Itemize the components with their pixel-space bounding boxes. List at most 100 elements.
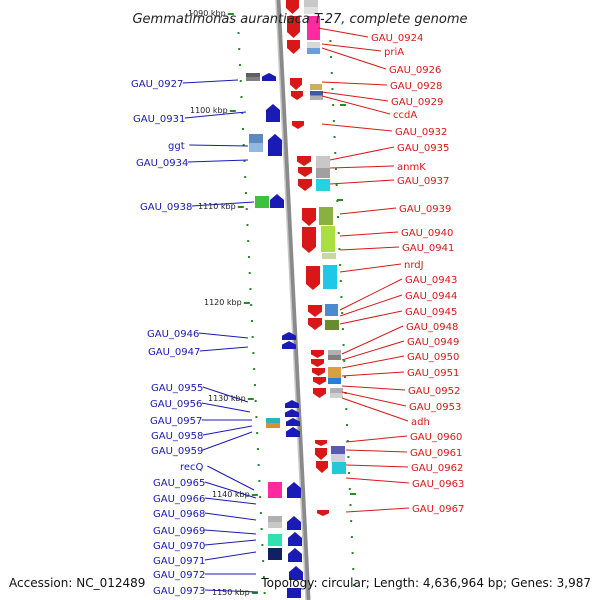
gene-arrow-forward [311, 359, 324, 367]
tick-dot [342, 344, 345, 346]
tick-dot [237, 32, 240, 34]
gene-arrow-forward [290, 78, 302, 90]
annotation-box [249, 143, 263, 152]
scale-tick [229, 110, 236, 112]
annotation-box [322, 256, 336, 259]
gene-arrow-forward [287, 16, 300, 38]
leader-line-left [202, 425, 253, 436]
annotation-box [268, 490, 282, 498]
tick-dot [250, 304, 253, 306]
tick-dot [243, 160, 246, 162]
gene-label-left: GAU_0931 [133, 114, 185, 125]
annotation-box [316, 168, 330, 173]
annotation-box [322, 253, 336, 256]
leader-line-right [341, 340, 405, 361]
tick-dot [244, 192, 247, 194]
tick-dot [263, 592, 266, 594]
leader-line-right [345, 507, 410, 513]
gene-label-right: GAU_0929 [391, 97, 443, 108]
gene-label-right: GAU_0949 [407, 337, 459, 348]
tick-dot [346, 424, 349, 426]
tick-dot [259, 496, 262, 498]
gene-label-right: GAU_0945 [405, 307, 457, 318]
annotation-box [316, 185, 330, 191]
gene-label-right: ccdA [393, 110, 417, 121]
leader-line-right [341, 385, 406, 391]
annotation-box [307, 23, 320, 30]
gene-arrow-forward [315, 448, 327, 460]
tick-dot [330, 56, 333, 58]
gene-block-reverse [268, 142, 282, 156]
tick-dot [330, 72, 333, 74]
annotation-box [328, 350, 341, 355]
tick-dot [256, 448, 259, 450]
tick-dot [333, 136, 336, 138]
backbone [275, 0, 311, 600]
scale-tick [337, 199, 343, 201]
annotation-box [319, 216, 333, 225]
gene-arrow-forward [308, 318, 322, 330]
tick-dot [332, 120, 335, 122]
annotation-box [331, 454, 345, 462]
gene-arrow-forward [316, 461, 328, 473]
annotation-box [321, 239, 335, 252]
tick-dot [247, 240, 250, 242]
backbone-highlight [275, 0, 307, 600]
annotation-box [268, 548, 282, 554]
tick-dot [341, 328, 344, 330]
scale-label: 1150 kbp [212, 588, 250, 597]
gene-arrow-forward [313, 388, 326, 398]
leader-line-right [339, 278, 403, 311]
tick-dot [339, 264, 342, 266]
gene-arrow-forward [312, 368, 325, 376]
annotation-box [307, 30, 320, 35]
gene-arrow-reverse [266, 104, 280, 122]
annotation-box [249, 134, 263, 143]
gene-arrow-forward [297, 156, 311, 166]
annotation-box [319, 207, 333, 216]
gene-label-left: GAU_0969 [153, 526, 205, 537]
gene-arrow-forward [311, 350, 324, 358]
leader-line-right [345, 464, 409, 468]
leader-line-right [329, 165, 395, 169]
leader-line-right [321, 43, 382, 52]
label-leader-lines [182, 27, 410, 593]
tick-dot [348, 472, 351, 474]
tick-dot [345, 408, 348, 410]
gene-arrow-reverse [288, 548, 302, 562]
tick-dot [257, 464, 260, 466]
leader-line-left [182, 79, 239, 84]
leader-line-right [321, 91, 389, 102]
tick-dot [331, 88, 334, 90]
gene-arrow-reverse [286, 418, 300, 426]
scale-tick [350, 493, 356, 495]
tick-dot [346, 440, 349, 442]
gene-label-right: GAU_0948 [406, 322, 458, 333]
leader-line-left [187, 159, 249, 163]
gene-label-left: GAU_0968 [153, 509, 205, 520]
scale-tick [251, 494, 258, 496]
leader-line-right [345, 477, 410, 484]
gene-arrow-reverse [262, 73, 276, 81]
leader-line-left [191, 201, 255, 207]
annotation-box [268, 534, 282, 540]
gene-label-left: recQ [180, 462, 204, 473]
tick-dot [261, 544, 264, 546]
annotation-box [304, 7, 318, 14]
gene-label-left: GAU_0946 [147, 329, 199, 340]
gene-label-left: GAU_0959 [151, 446, 203, 457]
gene-label-right: GAU_0937 [397, 176, 449, 187]
tick-dot [254, 400, 257, 402]
tick-dot [350, 536, 353, 538]
leader-line-left [201, 402, 251, 413]
leader-line-right [345, 435, 408, 443]
scale-tick [251, 592, 258, 594]
tick-dot [262, 560, 265, 562]
gene-label-left: GAU_0973 [153, 586, 205, 597]
topology-text: Topology: circular; Length: 4,636,964 bp… [260, 576, 591, 590]
leader-line-right [329, 146, 395, 161]
leader-line-left [184, 111, 247, 119]
annotation-box [332, 468, 346, 474]
leader-line-left [198, 332, 249, 339]
